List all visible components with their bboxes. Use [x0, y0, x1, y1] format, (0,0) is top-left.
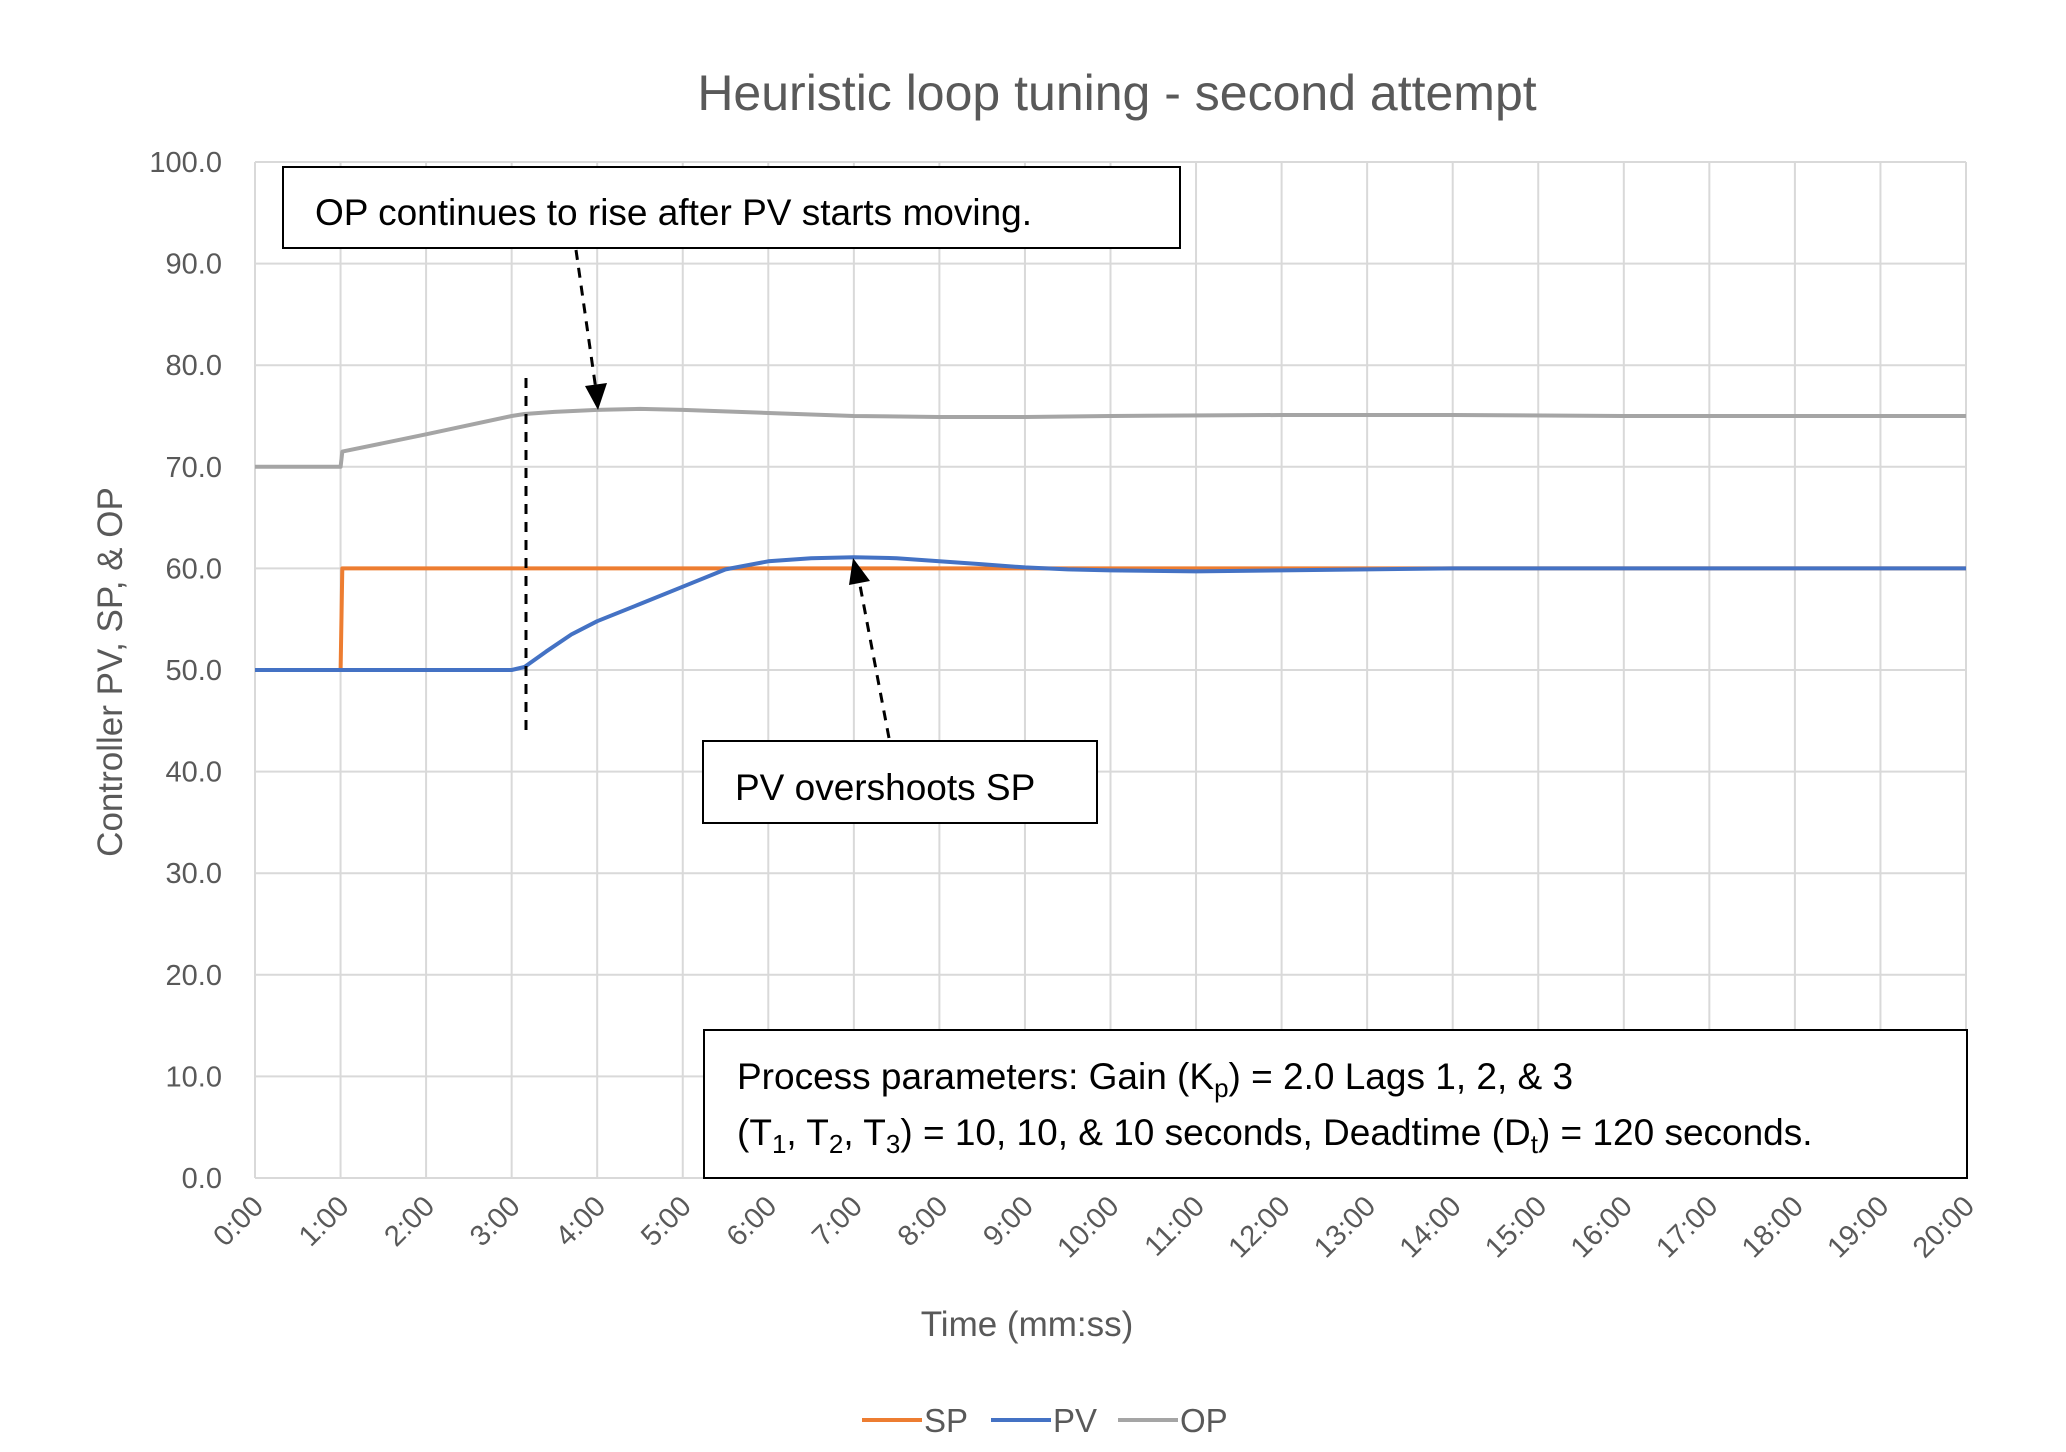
series-line-pv: [255, 555, 1966, 672]
x-tick-label: 5:00: [635, 1190, 698, 1253]
x-tick-label: 1:00: [293, 1190, 356, 1253]
x-tick-label: 12:00: [1223, 1190, 1297, 1264]
y-tick-label: 80.0: [166, 350, 222, 382]
y-tick-label: 100.0: [149, 147, 222, 179]
y-axis-title: Controller PV, SP, & OP: [91, 487, 130, 857]
x-tick-labels: 0:00 1:00 2:00 3:00 4:00 5:00 6:00 7:00 8:00 9:00…: [207, 1190, 1981, 1264]
x-tick-label: 0:00: [207, 1190, 270, 1253]
pv-annotation-arrow: [857, 579, 891, 739]
y-tick-label: 50.0: [166, 655, 222, 687]
x-tick-label: 13:00: [1308, 1190, 1382, 1264]
pv-annotation-box: [702, 740, 1098, 824]
process-parameters-box: [703, 1029, 1968, 1179]
x-tick-label: 11:00: [1139, 1190, 1211, 1262]
op-annotation-text: OP continues to rise after PV starts mov…: [315, 192, 1032, 233]
pv-annotation-text: PV overshoots SP: [735, 767, 1035, 808]
process-parameters-line1: Process parameters: Gain (Kp) = 2.0 Lags…: [737, 1056, 1573, 1103]
legend: SP PV OP: [862, 1402, 1228, 1439]
op-annotation-arrow: [574, 249, 598, 391]
series: [255, 406, 1966, 672]
y-tick-label: 30.0: [166, 858, 222, 890]
pv-arrowhead: [849, 558, 870, 585]
y-tick-label: 40.0: [166, 757, 222, 789]
x-tick-label: 17:00: [1650, 1190, 1724, 1264]
x-tick-label: 7:00: [806, 1190, 869, 1253]
x-axis-title: Time (mm:ss): [921, 1305, 1134, 1344]
series-line-op: [255, 406, 1966, 469]
x-tick-label: 8:00: [892, 1190, 955, 1253]
y-tick-label: 60.0: [166, 553, 222, 585]
x-tick-label: 10:00: [1052, 1190, 1126, 1264]
x-tick-label: 3:00: [464, 1190, 527, 1253]
process-parameters-line2: (T1, T2, T3) = 10, 10, & 10 seconds, Dea…: [737, 1112, 1813, 1159]
x-tick-label: 18:00: [1736, 1190, 1810, 1264]
x-tick-label: 19:00: [1821, 1190, 1895, 1264]
y-tick-label: 0.0: [182, 1163, 222, 1195]
legend-label-sp: SP: [924, 1402, 968, 1439]
x-tick-label: 20:00: [1907, 1190, 1981, 1264]
x-tick-label: 2:00: [379, 1190, 442, 1253]
legend-label-op: OP: [1180, 1402, 1228, 1439]
legend-label-pv: PV: [1053, 1402, 1097, 1439]
x-tick-label: 15:00: [1479, 1190, 1553, 1264]
y-tick-label: 20.0: [166, 960, 222, 992]
y-tick-label: 90.0: [166, 249, 222, 281]
y-tick-label: 70.0: [166, 452, 222, 484]
op-arrowhead: [585, 383, 607, 410]
op-annotation-box: [282, 166, 1181, 249]
x-tick-label: 14:00: [1394, 1190, 1468, 1264]
x-tick-label: 6:00: [721, 1190, 784, 1253]
chart-title: Heuristic loop tuning - second attempt: [697, 65, 1536, 121]
y-tick-label: 10.0: [166, 1061, 222, 1093]
x-tick-label: 4:00: [550, 1190, 613, 1253]
x-tick-label: 16:00: [1565, 1190, 1639, 1264]
x-tick-label: 9:00: [977, 1190, 1040, 1253]
y-tick-labels: 0.0 10.0 20.0 30.0 40.0 50.0 60.0 70.0 80.0 90.0 1…: [149, 147, 222, 1195]
